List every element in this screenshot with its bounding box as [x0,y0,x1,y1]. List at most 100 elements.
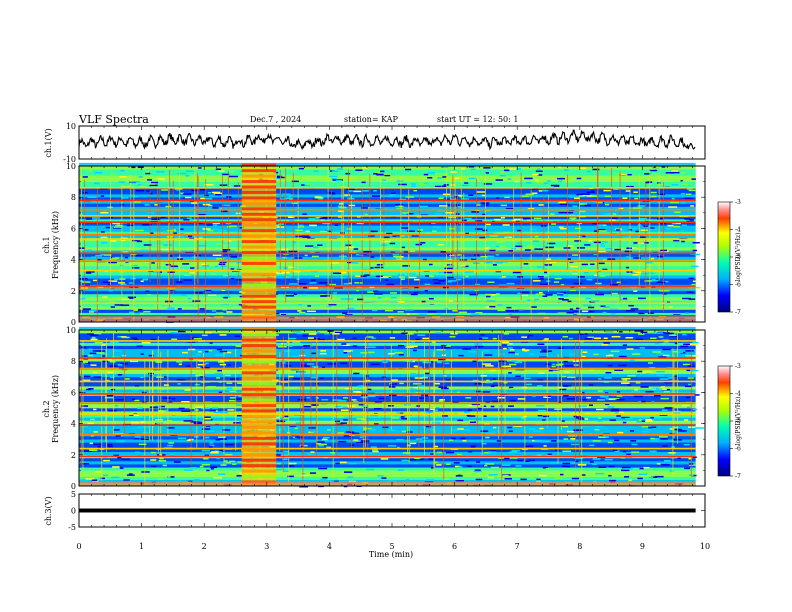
spectrogram-cell [649,367,656,369]
spectrogram-cell [569,289,577,292]
spectrogram-cell [474,283,480,286]
spectrogram-cell [406,273,416,275]
spectrogram-cell [79,441,85,443]
colorbar-tick-label: -5 [735,254,741,261]
spectrogram-cell [409,250,416,252]
spectrogram-band [79,293,696,298]
spectrogram-cell [176,231,180,234]
spectrogram-cell [610,410,620,412]
spectrogram-cell [112,350,122,352]
spectrogram-cell [450,332,458,335]
spectrogram-cell [665,227,672,230]
spectrogram-cell [83,361,88,363]
spectrogram-cell [681,352,686,355]
burst-band [241,294,277,298]
spectrogram-cell [180,294,188,296]
spectrogram-cell [198,350,202,353]
spectrogram-cell [156,376,164,378]
spectrogram-cell [376,264,383,266]
spectrogram-cell [590,300,600,302]
spectrogram-cell [105,226,111,229]
spectrogram-cell [203,416,211,418]
spectrogram-cell [288,465,295,467]
spectrogram-cell [487,432,496,434]
spectrogram-cell [129,297,134,299]
spectrogram-cell [533,217,542,220]
spectrogram-cell [111,173,115,175]
spectrogram-cell [395,203,404,206]
spectrogram-cell [514,180,520,183]
spectrogram-cell [312,246,319,249]
spectrogram-cell [621,382,630,384]
spectrogram-cell [471,258,476,260]
spectrogram-cell [112,257,120,259]
spectrogram-cell [444,362,450,365]
burst-band [241,261,277,265]
spectrogram-cell [457,428,464,430]
spectrogram-cell [597,417,602,419]
spectrogram-cell [327,429,331,431]
spectrogram-cell [604,213,614,216]
x-tick-label: 5 [389,542,394,551]
spectrogram-cell [183,469,193,471]
spectrogram-cell [95,175,103,178]
spectrogram-cell [167,271,175,273]
spectrogram-cell [590,190,595,193]
spectrogram-cell [219,350,228,353]
spectrogram-cell [276,462,282,465]
spectrogram-cell [327,330,335,332]
spectrogram-cell [673,426,679,429]
spectrogram-cell [452,310,458,312]
spectrogram-cell [233,185,241,187]
spectrogram-cell [342,344,350,346]
spectrogram-cell [337,400,347,402]
spectrogram-cell [301,184,305,186]
spectrogram-cell [480,374,488,377]
spectrogram-cell [536,385,543,387]
spectrogram-cell [599,243,604,245]
spectrogram-cell [190,331,197,333]
spectrogram-cell [622,379,627,381]
spectrogram-cell [371,230,378,233]
spectrogram-cell [384,174,391,177]
spectrogram-cell [86,170,92,172]
y-tick-label: 2 [71,451,76,460]
spectrogram-cell [176,379,186,381]
spectrogram-cell [610,313,616,315]
spectrogram-cell [366,452,373,454]
spectrogram-cell [441,346,450,349]
spectrogram-cell [669,334,677,337]
spectrogram-cell [532,192,538,195]
spectrogram-cell [455,372,462,374]
spectrogram-cell [545,467,550,470]
spectrogram-cell [458,354,464,357]
spectrogram-cell [582,235,586,238]
spectrogram-cell [330,408,338,411]
burst-band [241,185,277,189]
burst-band [241,349,277,353]
spectrogram-cell [135,298,142,300]
spectrogram-cell [373,190,377,192]
spectrogram-cell [331,170,339,172]
spectrogram-cell [554,477,562,480]
spectrogram-cell [129,360,138,363]
spectrogram-cell [337,432,345,434]
spectrogram-cell [110,306,115,308]
spectrogram-cell [197,363,206,366]
spectrogram-cell [318,282,328,284]
spectrogram-cell [671,222,681,225]
spectrogram-cell [92,408,97,411]
spectrogram-cell [671,170,679,172]
spectrogram-cell [484,204,489,206]
spectrogram-cell [529,353,535,356]
spectrogram-cell [607,406,615,408]
spectrogram-cell [187,414,197,417]
spectrogram-cell [110,388,116,391]
spectrogram-cell [365,468,374,471]
spectrogram-cell [680,202,687,204]
spectrogram-cell [648,426,653,429]
spectrogram-cell [176,189,181,191]
spectrogram-cell [221,210,228,213]
spectrogram-cell [85,272,92,274]
spectrogram-cell [536,266,545,268]
